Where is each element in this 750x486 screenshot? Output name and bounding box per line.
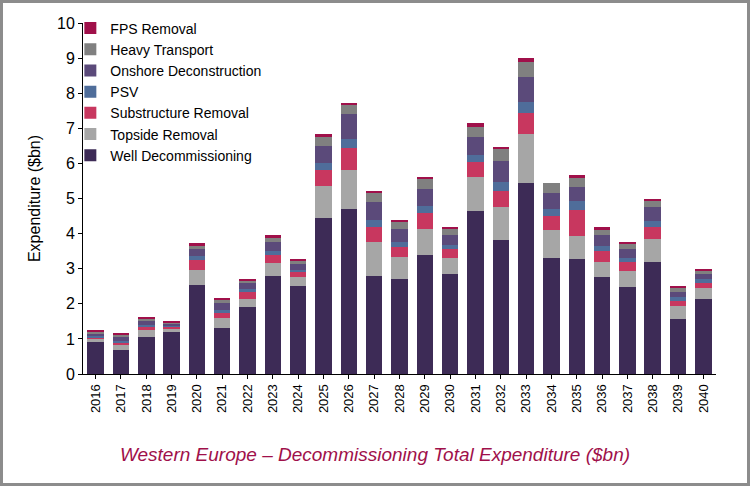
svg-text:2031: 2031 (468, 384, 483, 413)
svg-text:3: 3 (66, 260, 75, 277)
svg-text:2034: 2034 (544, 384, 559, 413)
svg-text:2024: 2024 (290, 384, 305, 413)
svg-text:4: 4 (66, 225, 75, 242)
svg-text:2022: 2022 (240, 384, 255, 413)
svg-text:2027: 2027 (366, 384, 381, 413)
svg-text:2040: 2040 (696, 384, 711, 413)
svg-text:8: 8 (66, 85, 75, 102)
svg-text:Heavy Transport: Heavy Transport (110, 42, 213, 58)
svg-text:2021: 2021 (214, 384, 229, 413)
svg-text:2039: 2039 (670, 384, 685, 413)
svg-text:PSV: PSV (110, 84, 139, 100)
svg-text:2036: 2036 (594, 384, 609, 413)
svg-text:Topside Removal: Topside Removal (110, 127, 217, 143)
svg-text:Onshore Deconstruction: Onshore Deconstruction (110, 63, 261, 79)
svg-text:2033: 2033 (518, 384, 533, 413)
svg-text:2025: 2025 (316, 384, 331, 413)
svg-text:2035: 2035 (569, 384, 584, 413)
svg-text:2026: 2026 (341, 384, 356, 413)
svg-text:Western Europe – Decommissioni: Western Europe – Decommissioning Total E… (120, 444, 630, 465)
svg-text:1: 1 (66, 331, 75, 348)
svg-text:2019: 2019 (164, 384, 179, 413)
svg-text:10: 10 (57, 15, 75, 32)
svg-text:2037: 2037 (620, 384, 635, 413)
svg-text:2: 2 (66, 295, 75, 312)
svg-text:2016: 2016 (88, 384, 103, 413)
svg-text:0: 0 (66, 366, 75, 383)
svg-text:Substructure Removal: Substructure Removal (110, 105, 249, 121)
svg-text:2018: 2018 (139, 384, 154, 413)
svg-text:6: 6 (66, 155, 75, 172)
svg-text:5: 5 (66, 190, 75, 207)
svg-text:FPS Removal: FPS Removal (110, 21, 196, 37)
svg-text:2020: 2020 (189, 384, 204, 413)
svg-text:Well Decommissioning: Well Decommissioning (110, 148, 251, 164)
svg-text:2030: 2030 (442, 384, 457, 413)
svg-text:2017: 2017 (113, 384, 128, 413)
svg-text:Expenditure ($bn): Expenditure ($bn) (26, 135, 43, 262)
svg-text:9: 9 (66, 50, 75, 67)
svg-text:2029: 2029 (417, 384, 432, 413)
svg-text:2028: 2028 (392, 384, 407, 413)
svg-text:2023: 2023 (265, 384, 280, 413)
svg-text:2032: 2032 (493, 384, 508, 413)
svg-text:2038: 2038 (645, 384, 660, 413)
svg-text:7: 7 (66, 120, 75, 137)
